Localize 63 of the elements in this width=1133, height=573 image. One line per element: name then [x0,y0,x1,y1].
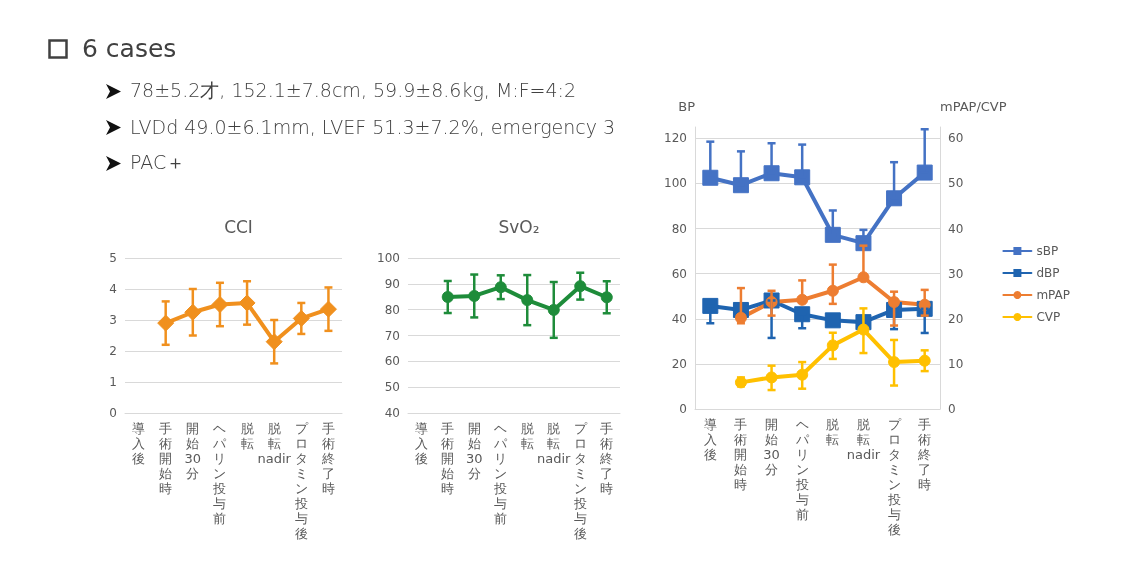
x-tick-label: ヘパリン投与前 [212,421,228,526]
x-tick-label: 手術終了時 [917,417,932,492]
x-tick-label: 脱転 [240,421,254,451]
x-tick-label: 開始30分 [763,417,780,477]
x-tick-label: プロタミン投与後 [886,417,902,537]
legend-label: sBP [1036,244,1059,258]
x-tick-label: 脱転nadir [257,421,292,466]
y-tick-label: 40 [384,406,400,420]
x-tick-label: 導入後 [414,421,428,466]
x-tick-label: 脱転 [520,421,534,451]
legend-label: mPAP [1036,288,1071,302]
y2-tick-label: 50 [948,176,964,191]
y-tick-label: 4 [109,282,117,296]
y-tick-label: 2 [109,344,117,358]
y-tick-label: 20 [671,356,687,371]
y-tick-label: 40 [671,311,687,326]
y-tick-label: 100 [377,251,400,265]
y-tick-label: 50 [384,380,400,395]
y2-tick-label: 10 [948,356,964,371]
y-axis-title: BP [678,99,696,114]
x-tick-label: 手術開始時 [159,421,173,496]
y-tick-label: 90 [384,276,400,291]
text: PAC＋ [130,150,186,175]
y-tick-label: 70 [384,328,400,343]
x-tick-label: ヘパリン投与前 [493,421,509,526]
y-tick-label: 5 [109,251,117,265]
y-tick-label: 80 [384,302,400,317]
x-tick-label: プロタミン投与後 [572,421,588,541]
y2-tick-label: 30 [948,266,964,281]
x-tick-label: 導入後 [132,421,146,466]
y-tick-label: 1 [109,375,117,389]
x-tick-label: 手術終了時 [320,421,335,496]
x-tick-label: ヘパリン投与前 [794,417,810,522]
chart-title: CCI [224,216,253,237]
y-tick-label: 60 [384,354,400,369]
y2-tick-label: 60 [948,131,964,146]
x-tick-label: 脱転 [826,417,840,447]
y-tick-label: 80 [671,221,687,236]
legend-label: dBP [1036,266,1060,280]
legend-label: CVP [1036,310,1061,324]
x-tick-label: 導入後 [703,417,717,462]
x-tick-label: 開始30分 [465,421,483,481]
x-tick-label: 脱転nadir [846,417,881,462]
y-tick-label: 3 [109,313,117,327]
x-tick-label: 開始30分 [184,421,202,481]
y2-tick-label: 20 [948,311,964,326]
x-tick-label: 手術開始時 [734,417,748,492]
text: 78±5.2才, 152.1±7.8cm, 59.9±8.6kg, M:F=4:2 [130,78,577,103]
y-tick-label: 60 [671,266,687,281]
y-tick-label: 120 [664,131,687,146]
x-tick-label: プロタミン投与後 [293,421,309,541]
chart-title: SvO₂ [498,216,540,237]
x-tick-label: 脱転nadir [537,421,572,466]
text: LVDd 49.0±6.1mm, LVEF 51.3±7.2%, emergency 3 [130,116,616,138]
y2-tick-label: 40 [948,221,964,236]
y-tick-label: 0 [679,402,687,416]
y2-tick-label: 0 [948,402,956,416]
text: 6 cases [82,34,177,63]
y-tick-label: 100 [664,176,687,191]
y2-axis-title: mPAP/CVP [940,99,1007,114]
y-tick-label: 0 [109,406,117,420]
x-tick-label: 手術終了時 [599,421,614,496]
x-tick-label: 手術開始時 [441,421,455,496]
